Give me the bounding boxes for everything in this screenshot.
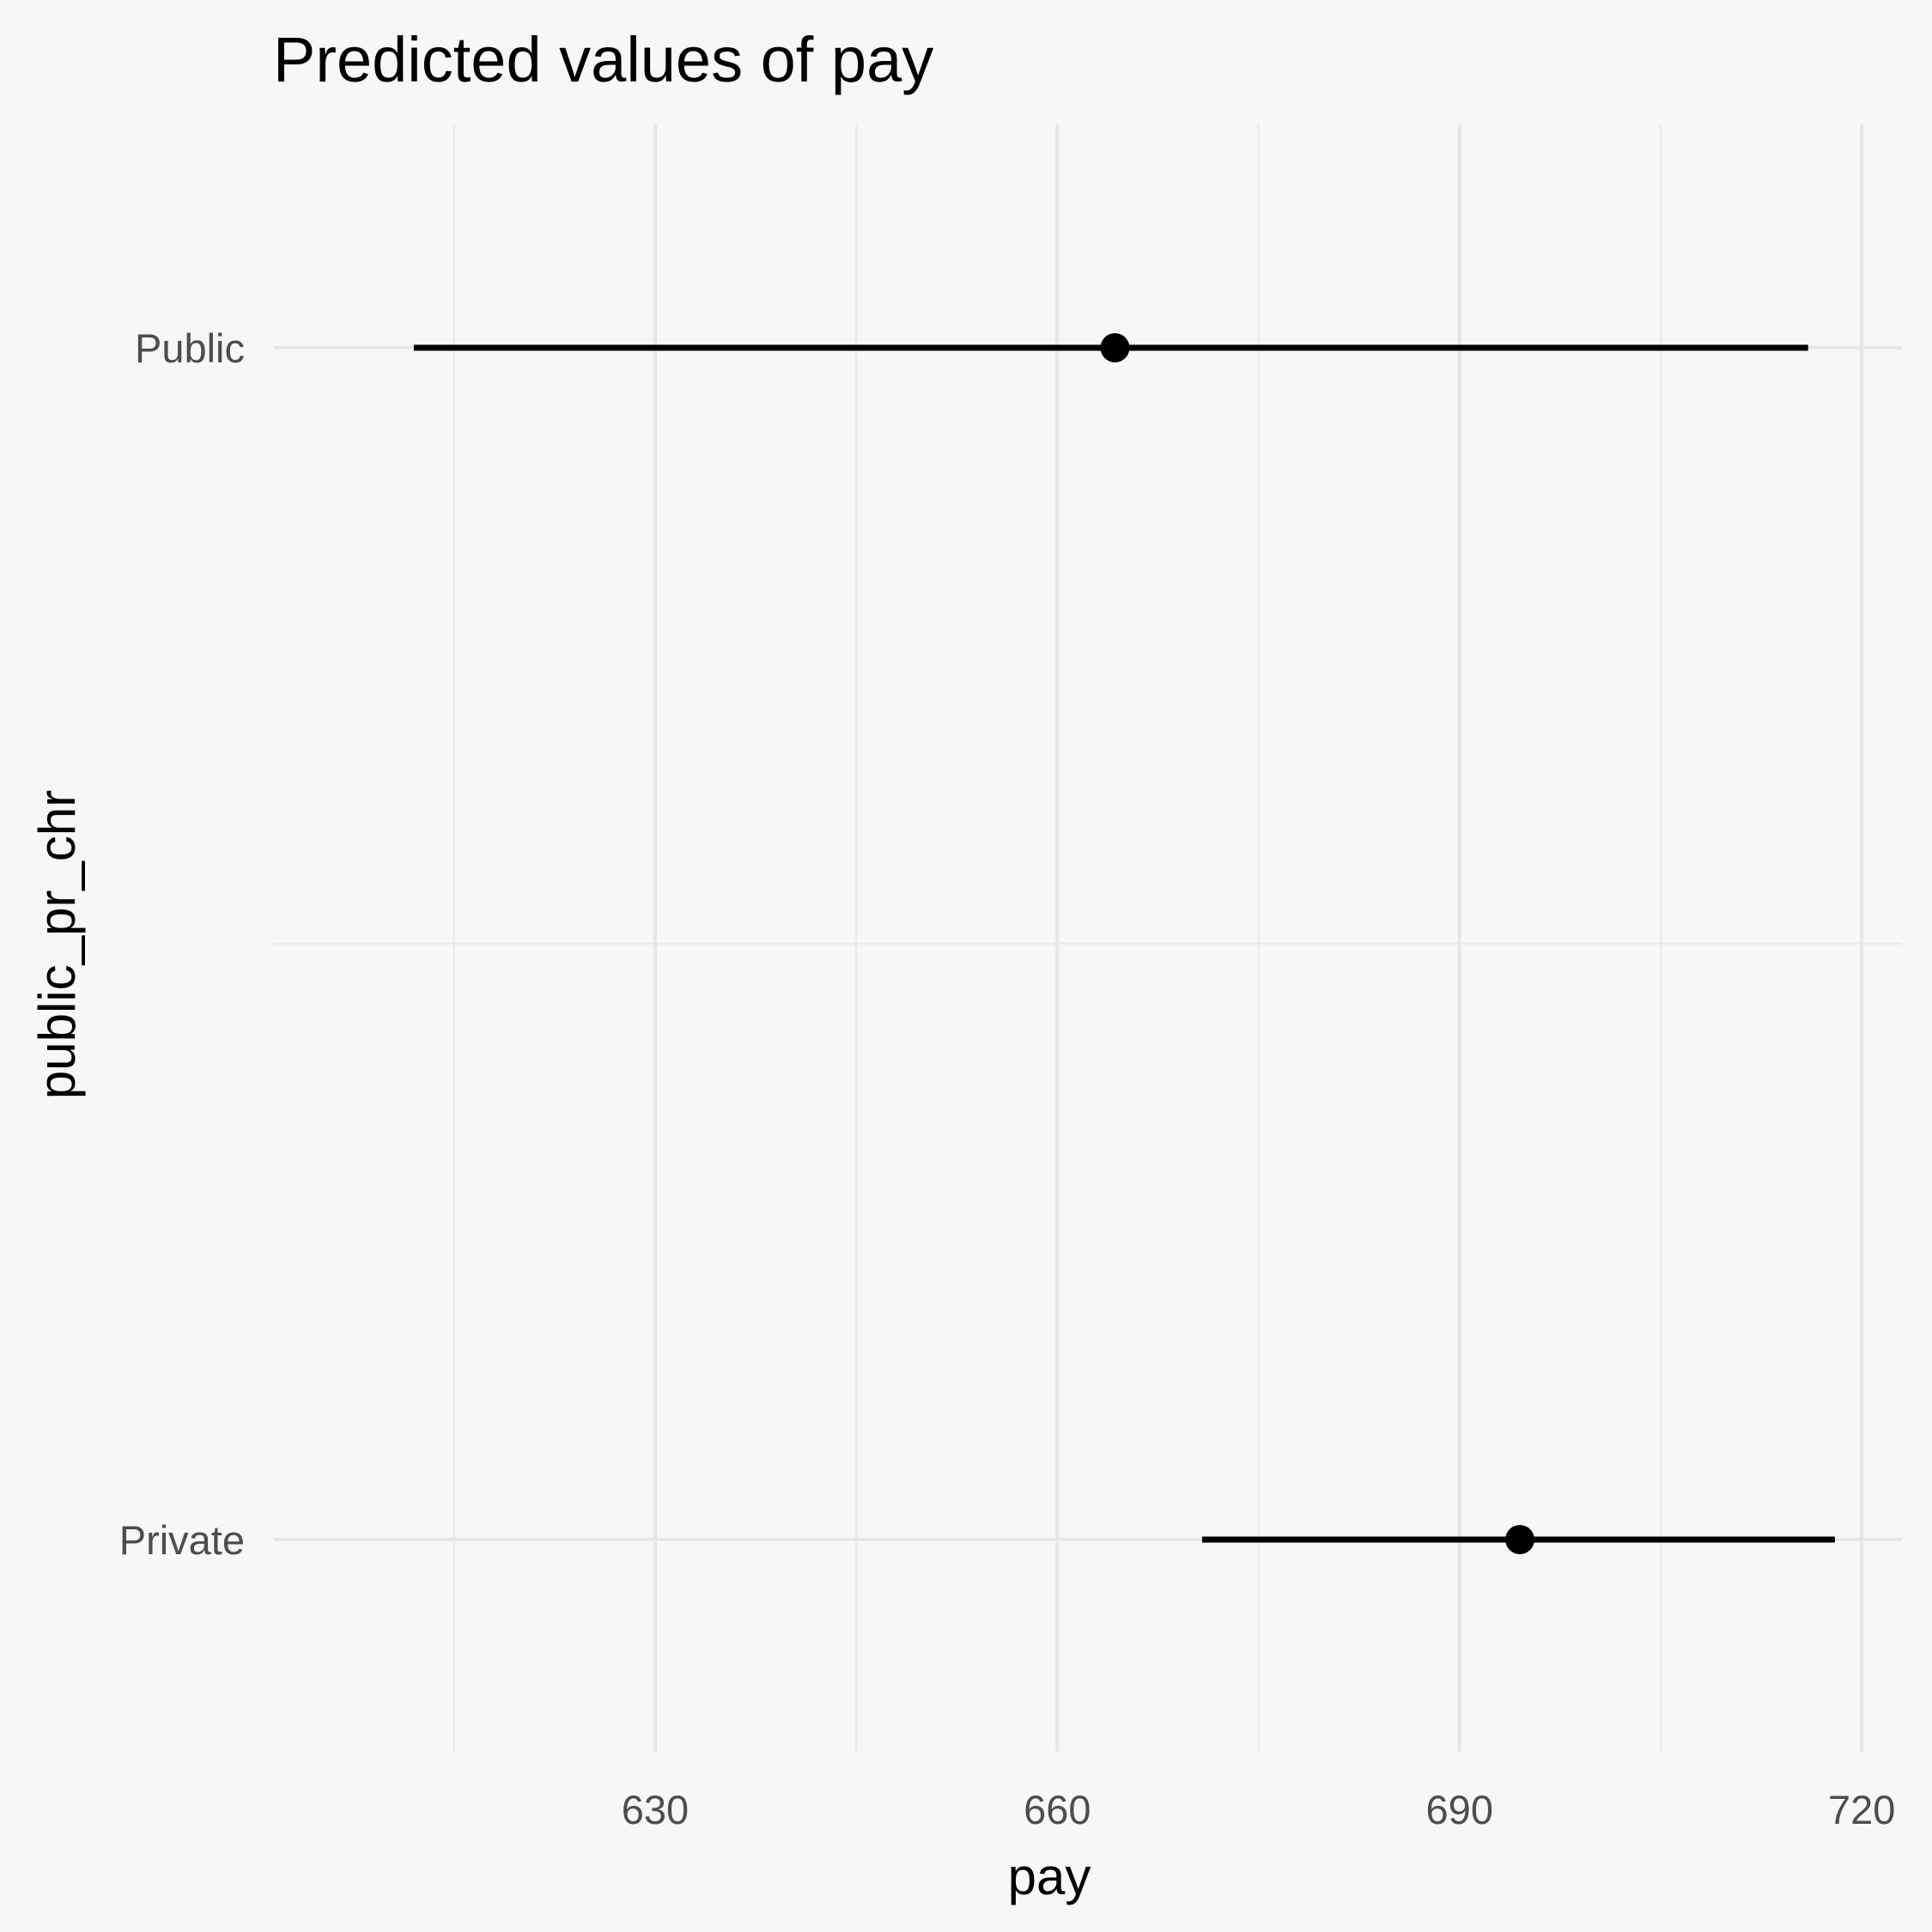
minor-gridlines [273, 125, 1902, 1752]
x-tick-labels: 630 660 690 720 [622, 1787, 1896, 1832]
x-tick-label: 660 [1024, 1787, 1091, 1832]
x-tick-label: 720 [1828, 1787, 1895, 1832]
estimate-point-public [1100, 333, 1130, 362]
x-axis-title: pay [1008, 1848, 1091, 1905]
y-tick-label: Public [135, 325, 245, 371]
chart-title: Predicted values of pay [273, 24, 933, 95]
y-tick-labels: Public Private [119, 325, 245, 1563]
estimate-point-private [1505, 1525, 1535, 1554]
data-marks [413, 333, 1835, 1554]
x-tick-label: 630 [622, 1787, 689, 1832]
y-axis-title: public_pr_chr [28, 790, 86, 1099]
y-tick-label: Private [119, 1517, 245, 1563]
x-tick-label: 690 [1426, 1787, 1493, 1832]
